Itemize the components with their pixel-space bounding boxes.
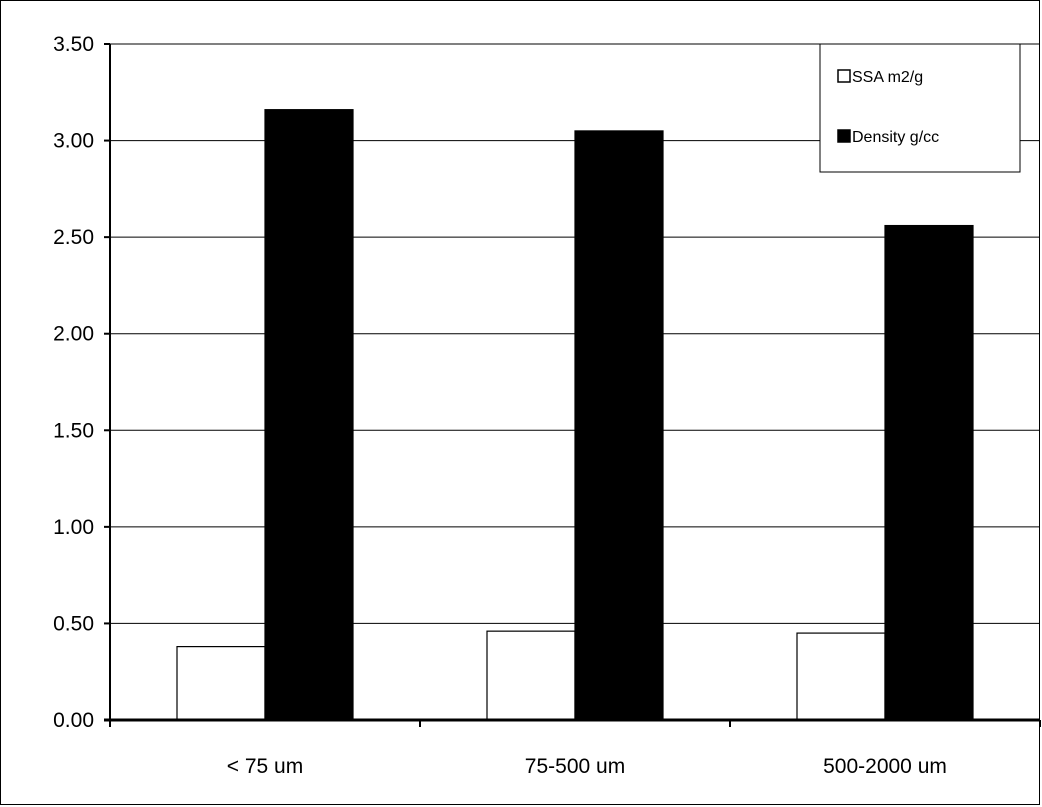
legend-swatch-density [837, 129, 851, 143]
bar-ssa [486, 630, 576, 721]
legend-swatch-ssa [837, 69, 851, 83]
x-tick-labels: < 75 um 75-500 um 500-2000 um [227, 755, 947, 778]
y-tick-label: 2.50 [53, 226, 94, 249]
x-tick-label: 75-500 um [525, 755, 625, 778]
y-tick-label: 3.50 [53, 33, 94, 56]
y-tick-label: 3.00 [53, 130, 94, 153]
y-tick-label: 1.00 [53, 516, 94, 539]
y-tick-labels: 0.00 0.50 1.00 1.50 2.00 2.50 3.00 3.50 [53, 33, 94, 732]
x-tick-label: 500-2000 um [823, 755, 947, 778]
legend: SSA m2/g Density g/cc [819, 43, 1021, 173]
bar-density [264, 109, 354, 721]
x-tick-label: < 75 um [227, 755, 303, 778]
y-tick-label: 0.50 [53, 612, 94, 635]
bar-density [574, 130, 664, 721]
bar-density [884, 224, 974, 721]
legend-box [819, 43, 1021, 173]
y-tick-label: 0.00 [53, 709, 94, 732]
y-tick-label: 1.50 [53, 419, 94, 442]
bar-ssa [176, 646, 266, 721]
y-tick-label: 2.00 [53, 323, 94, 346]
legend-label-ssa: SSA m2/g [852, 69, 923, 86]
bar-ssa [796, 632, 886, 721]
bars [176, 109, 974, 721]
legend-label-density: Density g/cc [852, 129, 939, 146]
axes [104, 43, 1041, 727]
